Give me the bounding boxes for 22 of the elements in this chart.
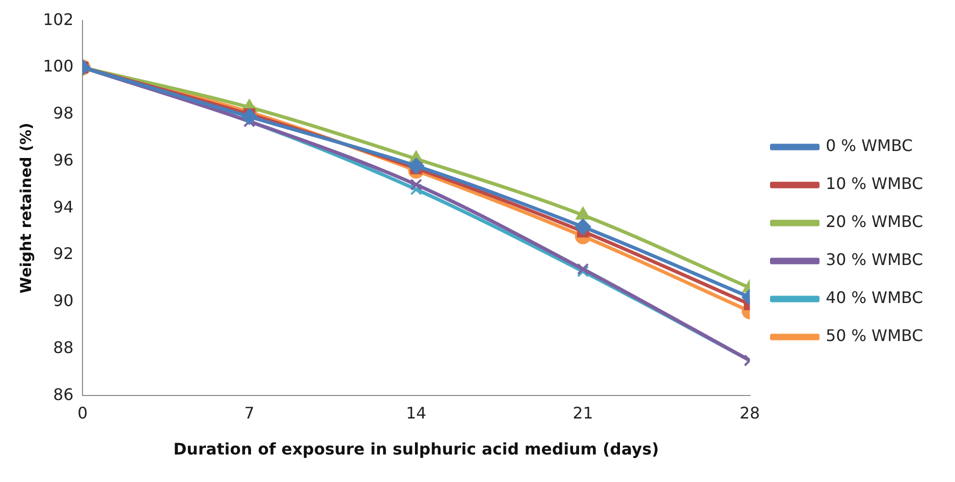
y-tick-label: 98 — [53, 104, 74, 123]
x-tick-label: 28 — [740, 403, 760, 422]
y-tick-label: 94 — [53, 197, 74, 216]
legend-label: 0 % WMBC — [826, 136, 913, 156]
y-tick-label: 90 — [53, 291, 74, 310]
legend-label: 50 % WMBC — [826, 326, 924, 346]
y-tick-label: 102 — [42, 10, 74, 29]
x-tick-label: 7 — [244, 403, 254, 422]
y-tick-label: 100 — [42, 56, 74, 76]
y-tick-label: 88 — [53, 338, 74, 357]
y-tick-label: 86 — [53, 384, 74, 404]
x-axis-title: Duration of exposure in sulphuric acid medium (days) — [173, 440, 659, 459]
y-axis-title: Weight retained (%) — [16, 122, 35, 294]
x-tick-label: 21 — [572, 403, 594, 422]
y-tick-label: 92 — [53, 244, 74, 264]
legend-label: 30 % WMBC — [826, 250, 924, 270]
legend-label: 20 % WMBC — [826, 212, 924, 232]
legend-label: 10 % WMBC — [826, 174, 924, 194]
legend-label: 40 % WMBC — [826, 288, 924, 308]
x-tick-label: 0 — [77, 403, 88, 422]
y-tick-label: 96 — [53, 150, 74, 170]
x-tick-label: 14 — [406, 403, 426, 422]
